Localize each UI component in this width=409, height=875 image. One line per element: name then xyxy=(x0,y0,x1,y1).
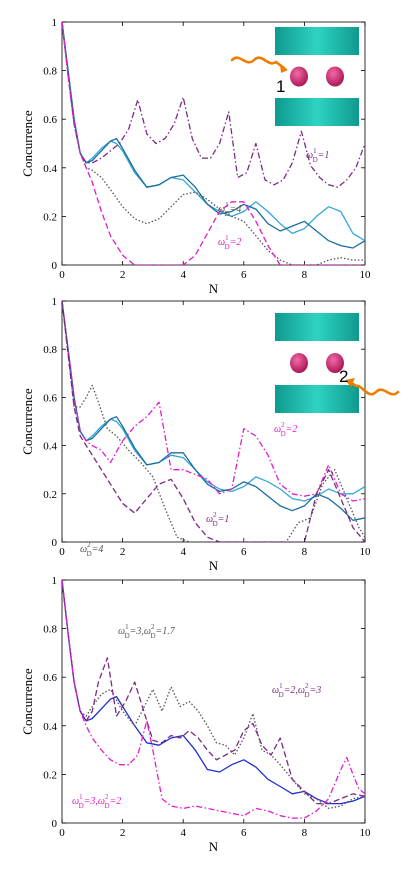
y-tick-label: 0.4 xyxy=(43,721,57,733)
series-line-2 xyxy=(62,301,365,521)
x-tick-label: 0 xyxy=(59,827,65,839)
atom-2 xyxy=(326,353,344,373)
x-tick-label: 10 xyxy=(360,546,372,558)
series-line-4 xyxy=(62,580,365,819)
y-tick-label: 0 xyxy=(52,818,58,830)
x-tick-label: 4 xyxy=(180,269,186,281)
atom-1 xyxy=(290,66,308,87)
series-line-1 xyxy=(62,22,365,242)
x-axis-label: N xyxy=(209,281,219,296)
series-annotation: ω1 D=1 xyxy=(306,147,329,164)
x-tick-label: 6 xyxy=(241,269,247,281)
y-axis-label: Concurrence xyxy=(20,110,35,177)
x-tick-label: 2 xyxy=(120,546,126,558)
x-axis-label: N xyxy=(209,558,219,573)
chart-panel-2: 0 2 4 6 8 10 0 0.2 0.4 0.6 0.8 1 N Concurrence ω2 D=2 ω2… xyxy=(20,296,400,573)
series-line-2 xyxy=(62,580,365,810)
y-tick-label: 0.4 xyxy=(43,441,57,453)
chart-panel-3: 0 2 4 6 8 10 0 0.2 0.4 0.6 0.8 1 N Concurrence ω1 D=3,ω… xyxy=(20,575,371,854)
x-tick-label: 8 xyxy=(302,827,308,839)
x-tick-label: 0 xyxy=(59,546,65,558)
y-tick-label: 1 xyxy=(52,575,58,587)
mirror-plate-bottom xyxy=(275,385,359,413)
series-line-3 xyxy=(62,301,365,502)
arrow-head-icon xyxy=(345,378,355,387)
x-tick-label: 8 xyxy=(302,269,308,281)
x-tick-label: 10 xyxy=(360,269,372,281)
inset-label: 2 xyxy=(339,367,348,386)
series-line-1 xyxy=(62,301,365,502)
x-tick-label: 4 xyxy=(180,827,186,839)
x-axis-label: N xyxy=(209,839,219,854)
y-tick-label: 0.4 xyxy=(43,163,57,175)
series-line-5 xyxy=(62,301,365,542)
series-annotation: ω2 D=1 xyxy=(206,511,229,528)
series-annotation: ω1 D=2 xyxy=(218,234,241,251)
y-tick-label: 0.2 xyxy=(43,489,57,501)
plot-area xyxy=(61,579,366,824)
y-tick-label: 0.2 xyxy=(43,211,57,223)
y-tick-label: 1 xyxy=(52,296,58,308)
cavity-schematic: 2 xyxy=(275,313,400,413)
series-line-5 xyxy=(62,22,365,265)
series-line-3 xyxy=(62,22,365,188)
y-axis-label: Concurrence xyxy=(20,388,35,455)
series-annotation: ω1 D=3,ω2 D=2 xyxy=(72,793,121,810)
x-tick-label: 10 xyxy=(360,827,372,839)
x-tick-label: 6 xyxy=(241,546,247,558)
y-tick-label: 0.8 xyxy=(43,624,57,636)
y-tick-label: 0.6 xyxy=(43,392,57,404)
arrow-head-icon xyxy=(280,64,288,73)
y-axis-label: Concurrence xyxy=(20,668,35,735)
mirror-plate-top xyxy=(275,27,359,55)
series-annotation: ω2 D=2 xyxy=(274,421,297,438)
y-tick-label: 0.6 xyxy=(43,114,57,126)
y-tick-label: 1 xyxy=(52,17,58,29)
series-annotation: ω2 D=4 xyxy=(80,541,103,558)
cavity-schematic: 1 xyxy=(230,27,359,126)
y-tick-label: 0 xyxy=(52,537,58,549)
mirror-plate-top xyxy=(275,313,359,341)
y-tick-label: 0.2 xyxy=(43,769,57,781)
photon-wave-icon xyxy=(230,56,286,70)
series-annotation: ω1 D=3,ω2 D=1.7 xyxy=(118,623,176,640)
series-annotation: ω1 D=2,ω2 D=3 xyxy=(272,682,321,699)
atom-2 xyxy=(326,66,344,87)
y-tick-label: 0.8 xyxy=(43,66,57,78)
y-tick-label: 0.6 xyxy=(43,672,57,684)
series-line-3 xyxy=(62,580,365,805)
x-tick-label: 8 xyxy=(302,546,308,558)
series-line-2 xyxy=(62,22,365,249)
inset-label: 1 xyxy=(276,77,285,96)
x-tick-label: 2 xyxy=(120,827,126,839)
y-tick-label: 0.8 xyxy=(43,344,57,356)
x-tick-label: 4 xyxy=(180,546,186,558)
x-tick-label: 2 xyxy=(120,269,126,281)
plot-area xyxy=(61,300,366,543)
series-annotation: ω1 D=4 xyxy=(218,201,241,218)
atom-1 xyxy=(290,353,308,373)
mirror-plate-bottom xyxy=(275,98,359,126)
x-tick-label: 0 xyxy=(59,269,65,281)
photon-wave-icon xyxy=(348,380,400,396)
x-tick-label: 6 xyxy=(241,827,247,839)
chart-panel-1: 0 2 4 6 8 10 0 0.2 0.4 0.6 0.8 1 N Concurrence ω1 D=1 ω1… xyxy=(20,17,371,296)
y-tick-label: 0 xyxy=(52,260,58,272)
